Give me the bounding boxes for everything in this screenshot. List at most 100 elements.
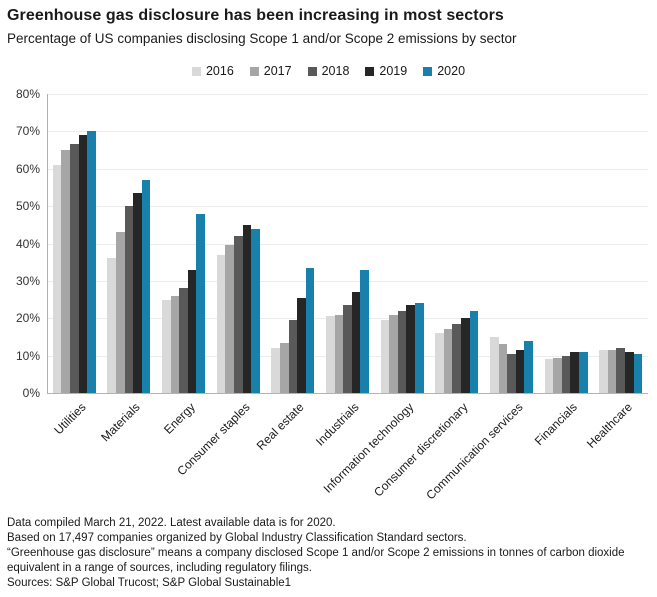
legend-label: 2019 (379, 64, 408, 78)
bar-group-energy (156, 94, 211, 393)
bar-2016 (380, 320, 390, 393)
bar-2018 (70, 144, 79, 393)
y-axis-line (47, 94, 48, 393)
bar-2019 (406, 305, 416, 393)
bar-2018 (452, 323, 462, 393)
bar-2017 (61, 150, 71, 393)
bar-group-consumer-discretionary (429, 94, 484, 393)
footnote-definition: “Greenhouse gas disclosure” means a comp… (7, 547, 625, 574)
x-axis-label: Financials (531, 400, 580, 449)
bar-2019 (515, 350, 525, 393)
bar-2016 (52, 165, 62, 393)
gridline-0% (47, 393, 648, 394)
bar-2020 (524, 340, 533, 393)
x-axis-label: Real estate (253, 400, 307, 453)
bar-2018 (179, 288, 188, 393)
legend-item-2019: 2019 (365, 64, 407, 78)
bar-2016 (489, 336, 499, 393)
bar-2020 (87, 131, 96, 393)
bar-2017 (389, 314, 398, 393)
legend-item-2017: 2017 (249, 64, 292, 78)
footnote-data-compiled: Data compiled March 21, 2022. Latest ava… (7, 517, 336, 529)
bar-2017 (225, 245, 234, 393)
bar-2018 (561, 355, 571, 393)
bar-2016 (599, 350, 608, 393)
legend-item-2018: 2018 (307, 64, 350, 78)
x-axis-label: Information technology (320, 400, 417, 496)
bar-2016 (544, 359, 554, 393)
bar-group-real-estate (266, 94, 321, 393)
y-tick-label: 20% (15, 311, 40, 326)
x-axis-label: Communication services (422, 400, 526, 503)
y-tick-label: 50% (15, 199, 40, 214)
legend-label: 2018 (321, 64, 350, 78)
bar-2019 (133, 193, 142, 393)
bar-2016 (435, 333, 444, 393)
bar-2017 (443, 329, 453, 393)
bar-2020 (578, 351, 588, 393)
chart-title: Greenhouse gas disclosure has been incre… (7, 7, 504, 24)
bar-2020 (141, 179, 151, 393)
legend-swatch-2020 (423, 66, 433, 76)
x-axis-label: Energy (160, 400, 198, 437)
x-axis-label: Utilities (50, 400, 89, 438)
bar-group-healthcare (593, 94, 648, 393)
bar-2018 (507, 353, 516, 393)
bar-2016 (107, 258, 117, 393)
bar-group-communication-services (484, 94, 539, 393)
bar-2019 (624, 351, 634, 393)
bar-2020 (415, 303, 424, 393)
bar-2020 (469, 310, 479, 393)
bar-2016 (216, 254, 226, 393)
y-tick-label: 70% (15, 124, 40, 139)
bar-2019 (78, 135, 88, 393)
bar-2019 (242, 224, 252, 393)
bar-2017 (334, 314, 344, 393)
bar-2016 (326, 316, 335, 393)
bar-2018 (397, 310, 407, 393)
legend-item-2020: 2020 (423, 64, 465, 78)
bar-2018 (233, 236, 243, 393)
bar-2018 (616, 348, 625, 393)
bar-2017 (279, 342, 289, 393)
bar-2020 (305, 267, 315, 393)
footnote-basis: Based on 17,497 companies organized by G… (7, 532, 467, 544)
legend-label: 2017 (263, 64, 292, 78)
y-tick-label: 30% (15, 273, 40, 288)
gridline-60% (47, 168, 648, 170)
y-tick-label: 40% (15, 236, 40, 251)
bar-group-materials (102, 94, 157, 393)
y-tick-label: 80% (15, 87, 40, 101)
footnote-sources: Sources: S&P Global Trucost; S&P Global … (7, 577, 292, 589)
legend-label: 2020 (437, 64, 466, 78)
bar-2020 (633, 353, 643, 393)
bar-2016 (162, 299, 171, 393)
bar-2019 (570, 351, 579, 393)
gridline-40% (47, 243, 648, 245)
gridline-30% (47, 280, 648, 282)
bar-2017 (116, 232, 125, 393)
legend-swatch-2017 (249, 66, 259, 76)
x-axis-label: Healthcare (583, 400, 635, 451)
bar-2017 (553, 357, 562, 393)
bar-2019 (297, 297, 306, 393)
bar-group-industrials (320, 94, 375, 393)
gridline-70% (47, 131, 648, 133)
legend-label: 2016 (205, 64, 234, 78)
chart-subtitle: Percentage of US companies disclosing Sc… (7, 31, 517, 46)
bar-group-financials (539, 94, 594, 393)
bar-2018 (124, 206, 134, 393)
bar-2019 (351, 292, 361, 393)
y-tick-label: 0% (22, 386, 40, 400)
x-axis-label: Industrials (312, 400, 362, 449)
y-tick-label: 60% (15, 161, 40, 176)
legend-swatch-2016 (191, 66, 201, 76)
bar-2018 (288, 320, 298, 393)
gridline-50% (47, 206, 648, 208)
gridline-80% (47, 94, 648, 95)
bar-group-utilities (47, 94, 102, 393)
legend-swatch-2018 (307, 66, 317, 76)
bar-group-consumer-staples (211, 94, 266, 393)
bar-2016 (271, 348, 280, 393)
x-axis-label: Consumer discretionary (371, 400, 471, 500)
